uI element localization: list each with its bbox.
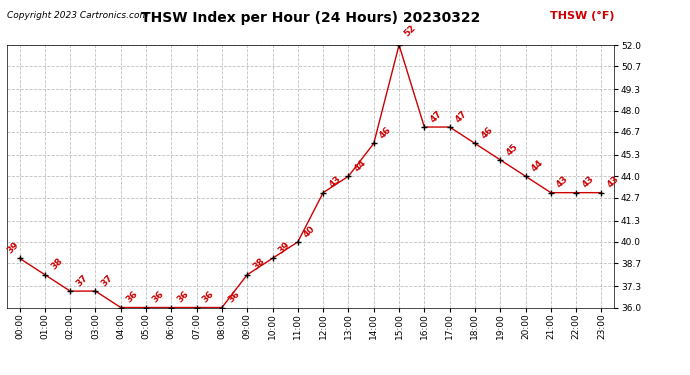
Text: 36: 36 — [150, 290, 166, 305]
Text: 43: 43 — [580, 175, 595, 190]
Text: 38: 38 — [251, 257, 266, 272]
Text: THSW Index per Hour (24 Hours) 20230322: THSW Index per Hour (24 Hours) 20230322 — [141, 11, 480, 25]
Text: 52: 52 — [402, 23, 417, 38]
Text: 44: 44 — [353, 158, 368, 174]
Text: Copyright 2023 Cartronics.com: Copyright 2023 Cartronics.com — [7, 11, 148, 20]
Text: 40: 40 — [302, 224, 317, 239]
Text: 44: 44 — [530, 158, 545, 174]
Text: 46: 46 — [378, 125, 393, 141]
Text: 36: 36 — [175, 290, 190, 305]
Text: 43: 43 — [555, 175, 571, 190]
Text: 43: 43 — [327, 175, 343, 190]
Text: 47: 47 — [454, 109, 469, 124]
Text: 43: 43 — [606, 175, 621, 190]
Text: 37: 37 — [75, 273, 90, 288]
Text: 37: 37 — [99, 273, 115, 288]
Text: 45: 45 — [504, 142, 520, 157]
Text: 38: 38 — [49, 257, 64, 272]
Text: 47: 47 — [428, 109, 444, 124]
Text: 46: 46 — [479, 125, 495, 141]
Text: 39: 39 — [6, 240, 21, 255]
Text: 36: 36 — [226, 290, 242, 305]
Text: 36: 36 — [201, 290, 216, 305]
Text: 36: 36 — [125, 290, 140, 305]
Text: 39: 39 — [277, 240, 292, 255]
Text: THSW (°F): THSW (°F) — [550, 11, 614, 21]
